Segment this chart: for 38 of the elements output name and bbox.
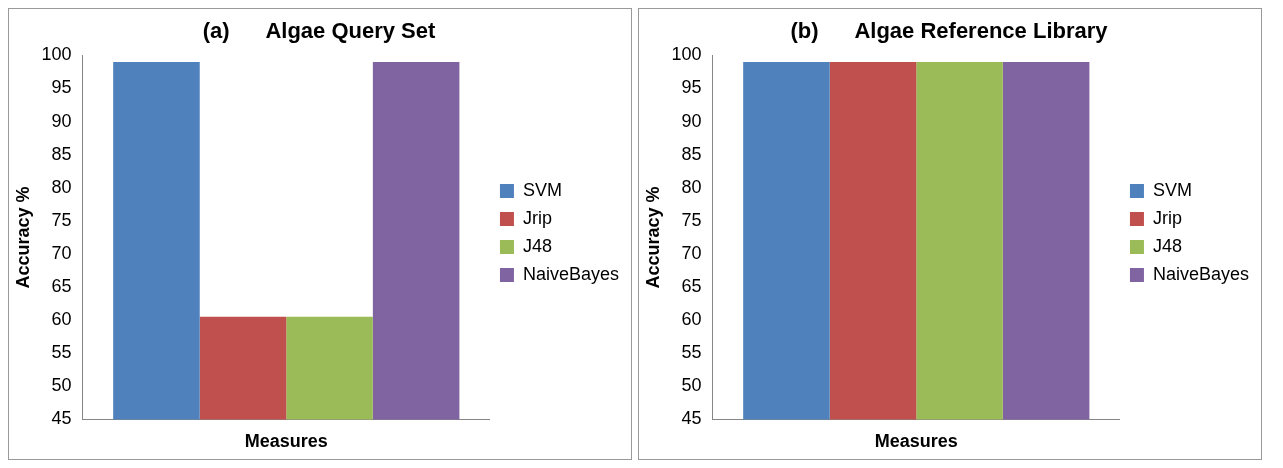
y-tick-label: 65 <box>51 276 72 297</box>
y-axis-title: Accuracy % <box>642 186 663 289</box>
legend-label: SVM <box>522 179 562 200</box>
y-tick-label: 90 <box>51 110 72 131</box>
y-tick-label: 95 <box>51 77 72 98</box>
y-tick-label: 55 <box>51 342 72 363</box>
y-tick-label: 45 <box>681 408 702 429</box>
y-tick-label: 65 <box>681 276 702 297</box>
y-tick-label: 75 <box>51 209 72 230</box>
y-tick-label: 70 <box>681 242 702 263</box>
legend-label: Jrip <box>1152 207 1182 228</box>
y-tick-label: 90 <box>681 110 702 131</box>
legend-label: J48 <box>522 235 552 256</box>
y-tick-label: 50 <box>681 375 702 396</box>
y-tick-label: 50 <box>51 375 72 396</box>
y-tick-label: 45 <box>51 408 72 429</box>
y-tick-label: 80 <box>51 176 72 197</box>
y-tick-label: 80 <box>681 176 702 197</box>
legend-label: Jrip <box>522 207 552 228</box>
y-tick-label: 85 <box>51 143 72 164</box>
y-tick-label: 95 <box>681 77 702 98</box>
chart-title: (a) Algae Query Set <box>202 18 437 44</box>
x-axis-title: Measures <box>244 431 328 452</box>
legend-label: J48 <box>1152 235 1182 256</box>
y-tick-label: 100 <box>41 44 72 65</box>
y-tick-label: 60 <box>51 309 72 330</box>
legend-label: NaiveBayes <box>522 263 619 284</box>
chart-title: (b) Algae Reference Library <box>790 18 1109 44</box>
y-tick-label: 75 <box>681 209 702 230</box>
y-tick-label: 85 <box>681 143 702 164</box>
y-axis-title: Accuracy % <box>12 186 33 289</box>
legend-label: SVM <box>1152 179 1192 200</box>
x-axis-title: Measures <box>874 431 958 452</box>
y-tick-label: 70 <box>51 242 72 263</box>
legend-label: NaiveBayes <box>1152 263 1249 284</box>
y-tick-label: 100 <box>671 44 702 65</box>
y-tick-label: 60 <box>681 309 702 330</box>
y-tick-label: 55 <box>681 342 702 363</box>
